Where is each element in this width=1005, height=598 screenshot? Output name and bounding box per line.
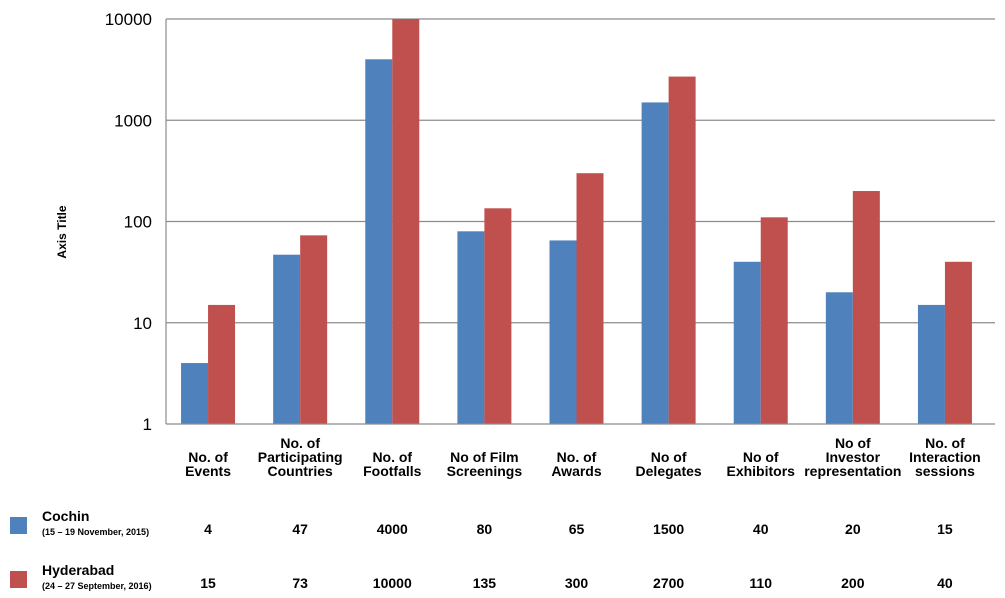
data-table-value: 40 <box>753 521 769 537</box>
category-label-line: No of <box>743 449 779 465</box>
bar-hyderabad-4 <box>576 173 604 424</box>
category-label-line: No of Film <box>450 449 518 465</box>
category-label-line: Investor <box>826 449 881 465</box>
category-label-line: Screenings <box>447 463 523 479</box>
bar-cochin-8 <box>917 304 945 424</box>
bar-hyderabad-3 <box>484 208 512 424</box>
data-table-value: 80 <box>477 521 493 537</box>
category-label-line: Exhibitors <box>726 463 795 479</box>
category-label: No. of Footfalls <box>363 449 422 479</box>
legend-swatch <box>10 571 27 588</box>
category-label-line: No. of <box>925 435 965 451</box>
category-label-line: No of <box>835 435 871 451</box>
legend-data-table: Cochin (15 – 19 November, 2015) 4 47 4000 80 6… <box>10 508 953 591</box>
category-label-line: Participating <box>258 449 343 465</box>
data-table-value: 47 <box>292 521 308 537</box>
category-label-line: Events <box>185 463 231 479</box>
category-label: No of Film Screenings <box>447 449 523 479</box>
y-tick-label: 10 <box>133 314 152 333</box>
data-table-value: 200 <box>841 575 865 591</box>
category-label-line: representation <box>804 463 901 479</box>
bar-hyderabad-7 <box>852 191 880 424</box>
bar-cochin-7 <box>825 292 853 424</box>
category-label: No. of Events <box>185 449 231 479</box>
category-label-line: Footfalls <box>363 463 422 479</box>
bar-cochin-0 <box>181 363 209 424</box>
y-tick-label: 100 <box>124 213 152 232</box>
category-label-line: No of <box>651 449 687 465</box>
category-label-line: No. of <box>188 449 228 465</box>
bar-hyderabad-8 <box>944 261 972 424</box>
bar-hyderabad-0 <box>208 304 236 424</box>
data-table-value: 15 <box>200 575 216 591</box>
bar-cochin-4 <box>549 240 577 424</box>
data-table-value: 4 <box>204 521 212 537</box>
legend-series-subtitle: (15 – 19 November, 2015) <box>42 527 149 537</box>
data-table-value: 2700 <box>653 575 684 591</box>
data-table-value: 110 <box>749 575 772 591</box>
category-label: No of Investor representation <box>804 435 901 479</box>
bar-cochin-3 <box>457 231 485 424</box>
y-tick-labels: 1 10 100 1000 10000 <box>105 10 152 434</box>
data-table-value: 300 <box>565 575 589 591</box>
data-table-value: 40 <box>937 575 953 591</box>
bar-cochin-1 <box>273 254 301 424</box>
y-axis-title: Axis Title <box>55 205 69 258</box>
data-table-value: 15 <box>937 521 953 537</box>
bars <box>181 19 972 425</box>
legend-series-name: Hyderabad <box>42 562 114 578</box>
category-label-line: No. of <box>557 449 597 465</box>
bar-cochin-2 <box>365 59 393 424</box>
y-tick-label: 10000 <box>105 10 152 29</box>
legend-series-subtitle: (24 – 27 September, 2016) <box>42 581 152 591</box>
category-label-line: No. of <box>280 435 320 451</box>
data-table-value: 135 <box>473 575 497 591</box>
category-label-line: Delegates <box>636 463 702 479</box>
category-label-line: Countries <box>267 463 333 479</box>
bar-hyderabad-1 <box>300 235 328 424</box>
category-label: No of Delegates <box>636 449 702 479</box>
category-label-line: No. of <box>372 449 412 465</box>
bar-hyderabad-5 <box>668 76 696 425</box>
data-table-value: 1500 <box>653 521 684 537</box>
category-label-line: Interaction <box>909 449 981 465</box>
data-table-value: 20 <box>845 521 861 537</box>
axes <box>165 19 995 425</box>
category-label: No of Exhibitors <box>726 449 795 479</box>
data-table-value: 4000 <box>377 521 408 537</box>
data-table-value: 73 <box>292 575 308 591</box>
y-tick-label: 1000 <box>114 111 152 130</box>
data-table-value: 10000 <box>373 575 412 591</box>
category-label-line: sessions <box>915 463 975 479</box>
bar-cochin-5 <box>641 102 669 424</box>
bar-cochin-6 <box>733 261 761 424</box>
category-label: No. of Participating Countries <box>258 435 343 479</box>
y-tick-label: 1 <box>143 415 152 434</box>
data-table-value: 65 <box>569 521 585 537</box>
legend-series-name: Cochin <box>42 508 89 524</box>
legend-swatch <box>10 517 27 534</box>
category-label-line: Awards <box>551 463 602 479</box>
category-label: No. of Interaction sessions <box>909 435 981 479</box>
bar-hyderabad-2 <box>392 19 420 424</box>
category-label: No. of Awards <box>551 449 602 479</box>
bar-hyderabad-6 <box>760 217 788 424</box>
